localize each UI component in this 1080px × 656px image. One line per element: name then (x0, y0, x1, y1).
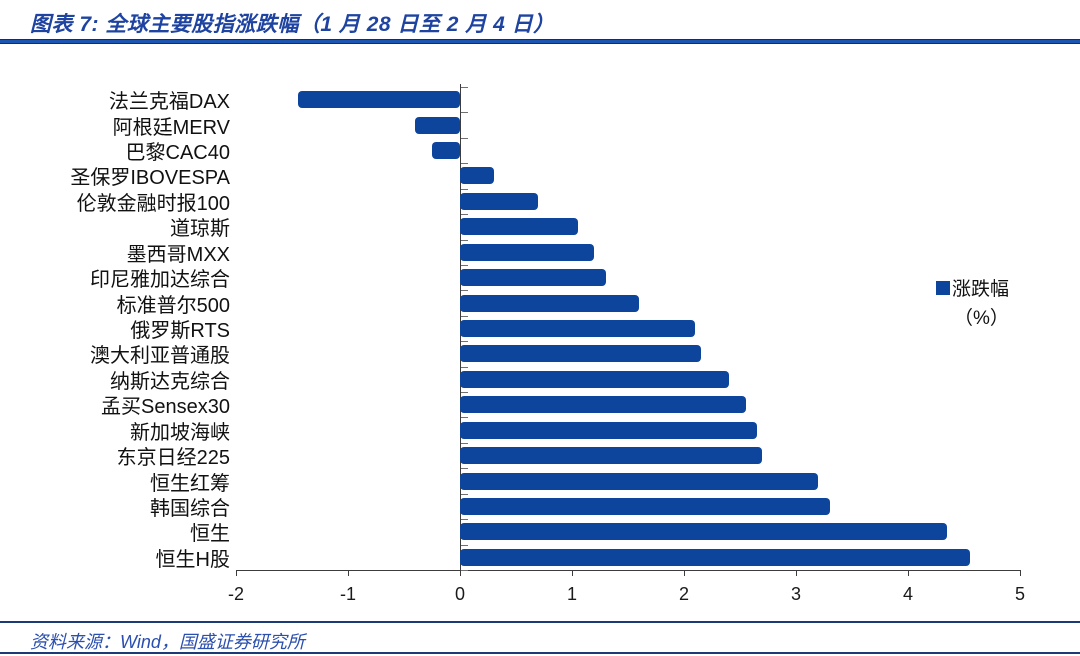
legend-label: 涨跌幅 (952, 279, 1010, 300)
bar (297, 91, 460, 109)
x-axis-tick-label: 5 (1014, 584, 1025, 604)
category-axis-tick (460, 417, 468, 419)
bottom-border (0, 652, 1080, 654)
category-label: 阿根廷MERV (112, 116, 230, 139)
category-axis-tick (460, 87, 468, 88)
category-label: 俄罗斯RTS (130, 319, 230, 342)
category-axis-tick (460, 570, 468, 571)
category-label: 伦敦金融时报100 (76, 192, 230, 215)
source-note: 资料来源：Wind，国盛证券研究所 (30, 632, 305, 652)
x-axis-tick (795, 570, 797, 576)
figure-title: 图表 7: 全球主要股指涨跌幅（1 月 28 日至 2 月 4 日） (30, 13, 555, 36)
category-label: 印尼雅加达综合 (90, 269, 230, 292)
category-axis-tick (460, 112, 468, 114)
bar (460, 548, 970, 566)
footer-divider (0, 621, 1080, 623)
category-label: 恒生 (190, 523, 230, 546)
category-label: 法兰克福DAX (108, 91, 230, 114)
category-label: 孟买Sensex30 (101, 396, 230, 419)
x-axis-tick (571, 570, 573, 576)
title-underline (0, 39, 1080, 44)
category-axis-tick (460, 188, 468, 190)
legend-swatch-icon (936, 280, 950, 295)
bar (460, 269, 606, 287)
category-label: 巴黎CAC40 (125, 142, 230, 165)
category-label: 东京日经225 (116, 447, 230, 470)
bar (460, 472, 819, 490)
x-axis-tick-label: -1 (339, 584, 356, 604)
bar (415, 116, 460, 134)
category-label: 恒生H股 (155, 548, 230, 571)
category-axis-tick (460, 392, 468, 394)
category-axis-tick (460, 137, 468, 139)
x-axis-tick (683, 570, 685, 576)
category-label: 墨西哥MXX (126, 243, 230, 266)
category-axis-tick (460, 468, 468, 470)
category-axis-tick (460, 239, 468, 241)
bar (460, 370, 729, 388)
x-axis-tick (347, 570, 349, 576)
x-axis-line (236, 570, 1020, 571)
category-label: 韩国综合 (150, 497, 230, 520)
x-axis-tick (1019, 570, 1021, 576)
x-axis-tick-label: 4 (902, 584, 913, 604)
legend-row: 涨跌幅 (936, 274, 1009, 301)
category-label: 澳大利亚普通股 (90, 345, 230, 368)
bar (460, 345, 701, 363)
category-axis-tick (460, 442, 468, 444)
bar (460, 421, 757, 439)
category-axis-tick (460, 290, 468, 292)
category-label: 恒生红筹 (150, 472, 230, 495)
bar (460, 192, 539, 210)
category-axis-tick (460, 341, 468, 343)
x-axis-tick-label: 3 (790, 584, 801, 604)
category-label: 标准普尔500 (116, 294, 230, 317)
category-label: 新加坡海峡 (130, 421, 230, 444)
bar-chart-plot-area: -2 -1 0 1 2 3 4 5 (228, 84, 1025, 604)
x-axis-tick-label: 1 (566, 584, 577, 604)
category-axis-tick (460, 493, 468, 495)
category-label: 圣保罗IBOVESPA (70, 167, 230, 190)
x-axis-tick (235, 570, 237, 576)
bar (460, 218, 578, 236)
category-axis-tick (460, 315, 468, 317)
bar (460, 320, 696, 337)
legend-unit-label: （%） (954, 308, 1009, 329)
bar (460, 523, 948, 541)
bar (432, 142, 460, 160)
category-axis-tick (460, 214, 468, 216)
category-axis-tick (460, 163, 468, 165)
bar (460, 167, 494, 185)
x-axis-tick-label: 2 (678, 584, 689, 604)
bar (460, 243, 595, 261)
category-label: 纳斯达克综合 (110, 370, 230, 393)
chart-legend: 涨跌幅 （%） (936, 274, 1009, 330)
category-axis-tick (460, 366, 468, 368)
category-axis-labels: 法兰克福DAX 阿根廷MERV 巴黎CAC40 圣保罗IBOVESPA 伦敦金融时报10… (0, 87, 230, 571)
category-axis-tick (460, 519, 468, 521)
category-axis-tick (460, 544, 468, 546)
category-axis-tick (460, 264, 468, 266)
category-label: 道琼斯 (170, 218, 230, 241)
bar (460, 294, 640, 312)
x-axis-tick (907, 570, 909, 576)
bar (460, 396, 746, 414)
bar (460, 497, 830, 515)
x-axis-tick-label: -2 (227, 584, 244, 604)
bar (460, 447, 763, 465)
x-axis-tick-label: 0 (454, 584, 465, 604)
x-axis-tick (459, 570, 461, 576)
